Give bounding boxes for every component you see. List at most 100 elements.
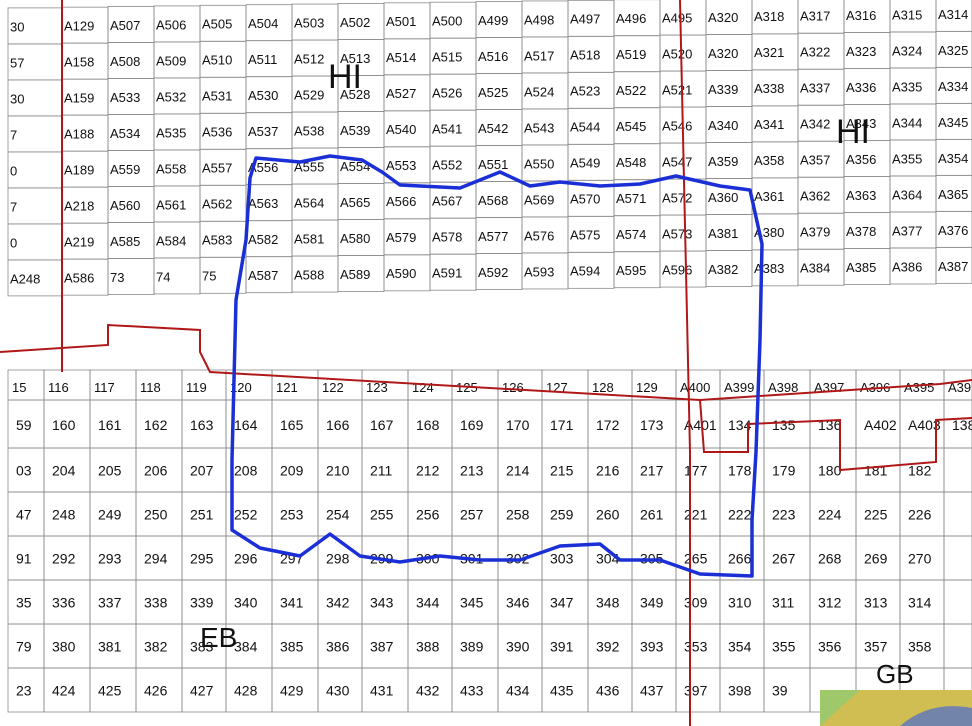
cell-label: A541 (432, 122, 462, 137)
cell-label: 213 (460, 462, 484, 478)
cell-label: A526 (432, 86, 462, 101)
cell-label: 314 (908, 594, 932, 610)
cell-label: A506 (156, 17, 186, 32)
cell-label: 426 (144, 682, 168, 698)
cell-label: 253 (280, 506, 304, 522)
cell-label: 261 (640, 506, 664, 522)
cell-label: A543 (524, 120, 554, 135)
cell-label: A336 (846, 80, 876, 95)
cell-label: A363 (846, 188, 876, 203)
cell-label: 118 (140, 380, 161, 395)
cell-label: A537 (248, 124, 278, 139)
cell-label: A562 (202, 197, 232, 212)
cell-label: A218 (64, 199, 94, 214)
cell-label: A356 (846, 152, 876, 167)
cell-label: A497 (570, 12, 600, 27)
cell-label: 296 (234, 550, 258, 566)
cell-label: A325 (938, 43, 968, 58)
cell-label: 212 (416, 462, 440, 478)
cell-label: A337 (800, 81, 830, 96)
cell-label: 167 (370, 417, 394, 433)
cell-label: 431 (370, 682, 394, 698)
cell-label: 73 (110, 270, 124, 285)
terrain-contour (900, 706, 972, 726)
cell-label: 397 (684, 682, 708, 698)
cell-label: A320 (708, 10, 738, 25)
cell-label: A574 (616, 227, 646, 242)
cell-label: 160 (52, 417, 76, 433)
cell-label: 214 (506, 462, 530, 478)
cell-label: A355 (892, 151, 922, 166)
cell-label: A323 (846, 44, 876, 59)
cell-label: A505 (202, 17, 232, 32)
area-label-gb: GB (876, 659, 914, 689)
cell-label: 270 (908, 550, 932, 566)
cell-label: 248 (52, 506, 76, 522)
cell-label: A502 (340, 15, 370, 30)
cell-label: A395 (904, 380, 934, 395)
cell-label: 177 (684, 462, 708, 478)
cell-label: 135 (772, 417, 796, 433)
cell-label: A534 (110, 126, 140, 141)
cell-label: 430 (326, 682, 350, 698)
cell-label: 91 (16, 550, 32, 566)
cell-label: 208 (234, 462, 258, 478)
cell-label: 428 (234, 682, 258, 698)
lower-grid: 15 116 117 118 119 120 121 122 123 124 125 126 127 12… (7, 369, 972, 713)
cell-label: A401 (684, 417, 717, 433)
cell-label: A525 (478, 85, 508, 100)
cell-label: 354 (728, 638, 752, 654)
cell-label: A376 (938, 223, 968, 238)
cell-label: A552 (432, 158, 462, 173)
cell-label: A596 (662, 262, 692, 277)
cell-label: A189 (64, 163, 94, 178)
cell-label: 436 (596, 682, 620, 698)
cell-label: A504 (248, 16, 278, 31)
cell-label: A515 (432, 50, 462, 65)
cell-label: 181 (864, 462, 888, 478)
cell-label: 122 (322, 380, 344, 395)
cell-label: A219 (64, 235, 94, 250)
cell-label: 0 (10, 163, 17, 178)
cell-label: A575 (570, 228, 600, 243)
cell-label: A532 (156, 89, 186, 104)
cell-label: A334 (938, 79, 968, 94)
cell-label: A357 (800, 153, 830, 168)
cell-label: A361 (754, 189, 784, 204)
cell-label: 15 (12, 380, 26, 395)
cell-label: 258 (506, 506, 530, 522)
cell-label: A536 (202, 125, 232, 140)
cell-label: A513 (340, 51, 370, 66)
cell-label: 215 (550, 462, 574, 478)
cell-label: A587 (248, 268, 278, 283)
cell-label: 162 (144, 417, 168, 433)
cell-label: A402 (864, 417, 897, 433)
upper-cell: A387 (935, 246, 972, 284)
cell-label: 257 (460, 506, 484, 522)
cell-label: 348 (596, 594, 620, 610)
cell-label: 204 (52, 462, 76, 478)
cell-label: A547 (662, 154, 692, 169)
cell-label: A129 (64, 19, 94, 34)
cell-label: 386 (326, 638, 350, 654)
cell-label: A381 (708, 226, 738, 241)
cell-label: A590 (386, 266, 416, 281)
cell-label: A386 (892, 259, 922, 274)
cell-label: A383 (754, 261, 784, 276)
cell-label: A522 (616, 83, 646, 98)
cell-label: A572 (662, 190, 692, 205)
cell-label: A322 (800, 45, 830, 60)
cell-label: 435 (550, 682, 574, 698)
cell-label: A560 (110, 198, 140, 213)
cell-label: 7 (10, 127, 17, 142)
cell-label: A516 (478, 49, 508, 64)
cell-label: 424 (52, 682, 76, 698)
cell-label: A524 (524, 84, 554, 99)
cell-label: 254 (326, 506, 350, 522)
cell-label: A539 (340, 123, 370, 138)
cell-label: A501 (386, 14, 416, 29)
cell-label: A340 (708, 118, 738, 133)
